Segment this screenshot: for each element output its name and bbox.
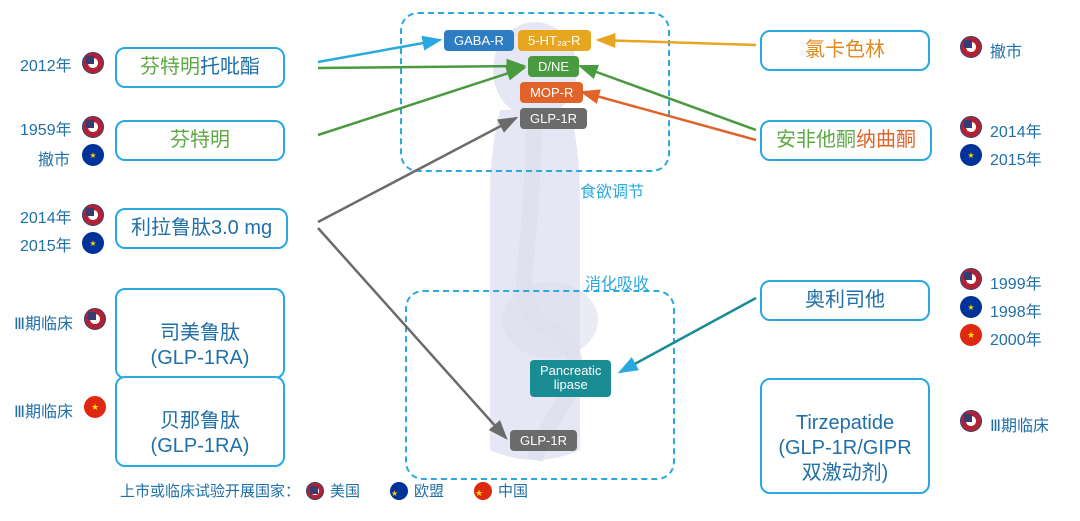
cn-flag-icon [84, 396, 106, 418]
liraglutide-box: 利拉鲁肽3.0 mg [115, 208, 288, 249]
liraglutide-year-us: 2014年 [20, 204, 72, 228]
naltrexone-part: 纳曲酮 [856, 129, 916, 151]
semaglutide-phase: Ⅲ期临床 [14, 310, 73, 334]
semaglutide-box: 司美鲁肽 (GLP-1RA) [115, 288, 285, 379]
legend: 上市或临床试验开展国家： 美国 欧盟 中国 [120, 480, 528, 501]
bupropion-naltrexone-box: 安非他酮纳曲酮 [760, 120, 932, 161]
legend-cn: 中国 [498, 480, 528, 501]
cn-flag-icon [960, 324, 982, 346]
glp1r-brain-receptor: GLP-1R [520, 108, 587, 129]
legend-eu: 欧盟 [414, 480, 444, 501]
legend-us: 美国 [330, 480, 360, 501]
liraglutide-year-eu: 2015年 [20, 232, 72, 256]
lorcaserin-status: 撤市 [990, 38, 1022, 62]
us-flag-icon [960, 116, 982, 138]
us-flag-icon [82, 52, 104, 74]
eu-flag-icon [82, 232, 104, 254]
phentermine-label: 芬特明 [170, 129, 230, 151]
phentermine-year-us: 1959年 [20, 116, 72, 140]
phentermine-topiramate-box: 芬特明托吡酯 [115, 47, 285, 88]
phentermine-box: 芬特明 [115, 120, 285, 161]
orlistat-box: 奥利司他 [760, 280, 930, 321]
bupnalt-year-us: 2014年 [990, 118, 1042, 142]
us-flag-icon [306, 482, 324, 500]
lorcaserin-box: 氯卡色林 [760, 30, 930, 71]
pancreatic-lipase: Pancreaticlipase [530, 360, 611, 397]
liraglutide-label: 利拉鲁肽3.0 mg [131, 217, 272, 239]
orlistat-year-us: 1999年 [990, 270, 1042, 294]
phentermine-year-eu: 撤市 [38, 146, 70, 170]
eu-flag-icon [390, 482, 408, 500]
eu-flag-icon [960, 144, 982, 166]
lorcaserin-label: 氯卡色林 [805, 39, 885, 61]
ht2a-receptor: 5-HT₂ₐ-R [518, 30, 591, 51]
orlistat-year-eu: 1998年 [990, 298, 1042, 322]
us-flag-icon [82, 204, 104, 226]
us-flag-icon [960, 410, 982, 432]
tirzepatide-box: Tirzepatide (GLP-1R/GIPR 双激动剂) [760, 378, 930, 494]
eu-flag-icon [960, 296, 982, 318]
digestion-label: 消化吸收 [585, 270, 649, 294]
us-flag-icon [960, 268, 982, 290]
beinaglutide-label: 贝那鲁肽 (GLP-1RA) [151, 410, 250, 457]
mop-receptor: MOP-R [520, 82, 583, 103]
appetite-label: 食欲调节 [580, 178, 644, 202]
bupnalt-year-eu: 2015年 [990, 146, 1042, 170]
us-flag-icon [84, 308, 106, 330]
orlistat-year-cn: 2000年 [990, 326, 1042, 350]
topiramate-part: 托吡酯 [200, 56, 260, 78]
orlistat-label: 奥利司他 [805, 289, 885, 311]
phen-top-year: 2012年 [20, 52, 72, 76]
beinaglutide-phase: Ⅲ期临床 [14, 398, 73, 422]
us-flag-icon [960, 36, 982, 58]
dne-receptor: D/NE [528, 56, 579, 77]
beinaglutide-box: 贝那鲁肽 (GLP-1RA) [115, 376, 285, 467]
cn-flag-icon [474, 482, 492, 500]
us-flag-icon [82, 116, 104, 138]
gaba-receptor: GABA-R [444, 30, 514, 51]
bupropion-part: 安非他酮 [776, 129, 856, 151]
phentermine-part: 芬特明 [140, 56, 200, 78]
legend-title: 上市或临床试验开展国家： [120, 480, 300, 501]
eu-flag-icon [82, 144, 104, 166]
tirzepatide-label: Tirzepatide (GLP-1R/GIPR 双激动剂) [778, 412, 911, 484]
tirzepatide-phase: Ⅲ期临床 [990, 412, 1049, 436]
glp1r-gut-receptor: GLP-1R [510, 430, 577, 451]
semaglutide-label: 司美鲁肽 (GLP-1RA) [151, 322, 250, 369]
